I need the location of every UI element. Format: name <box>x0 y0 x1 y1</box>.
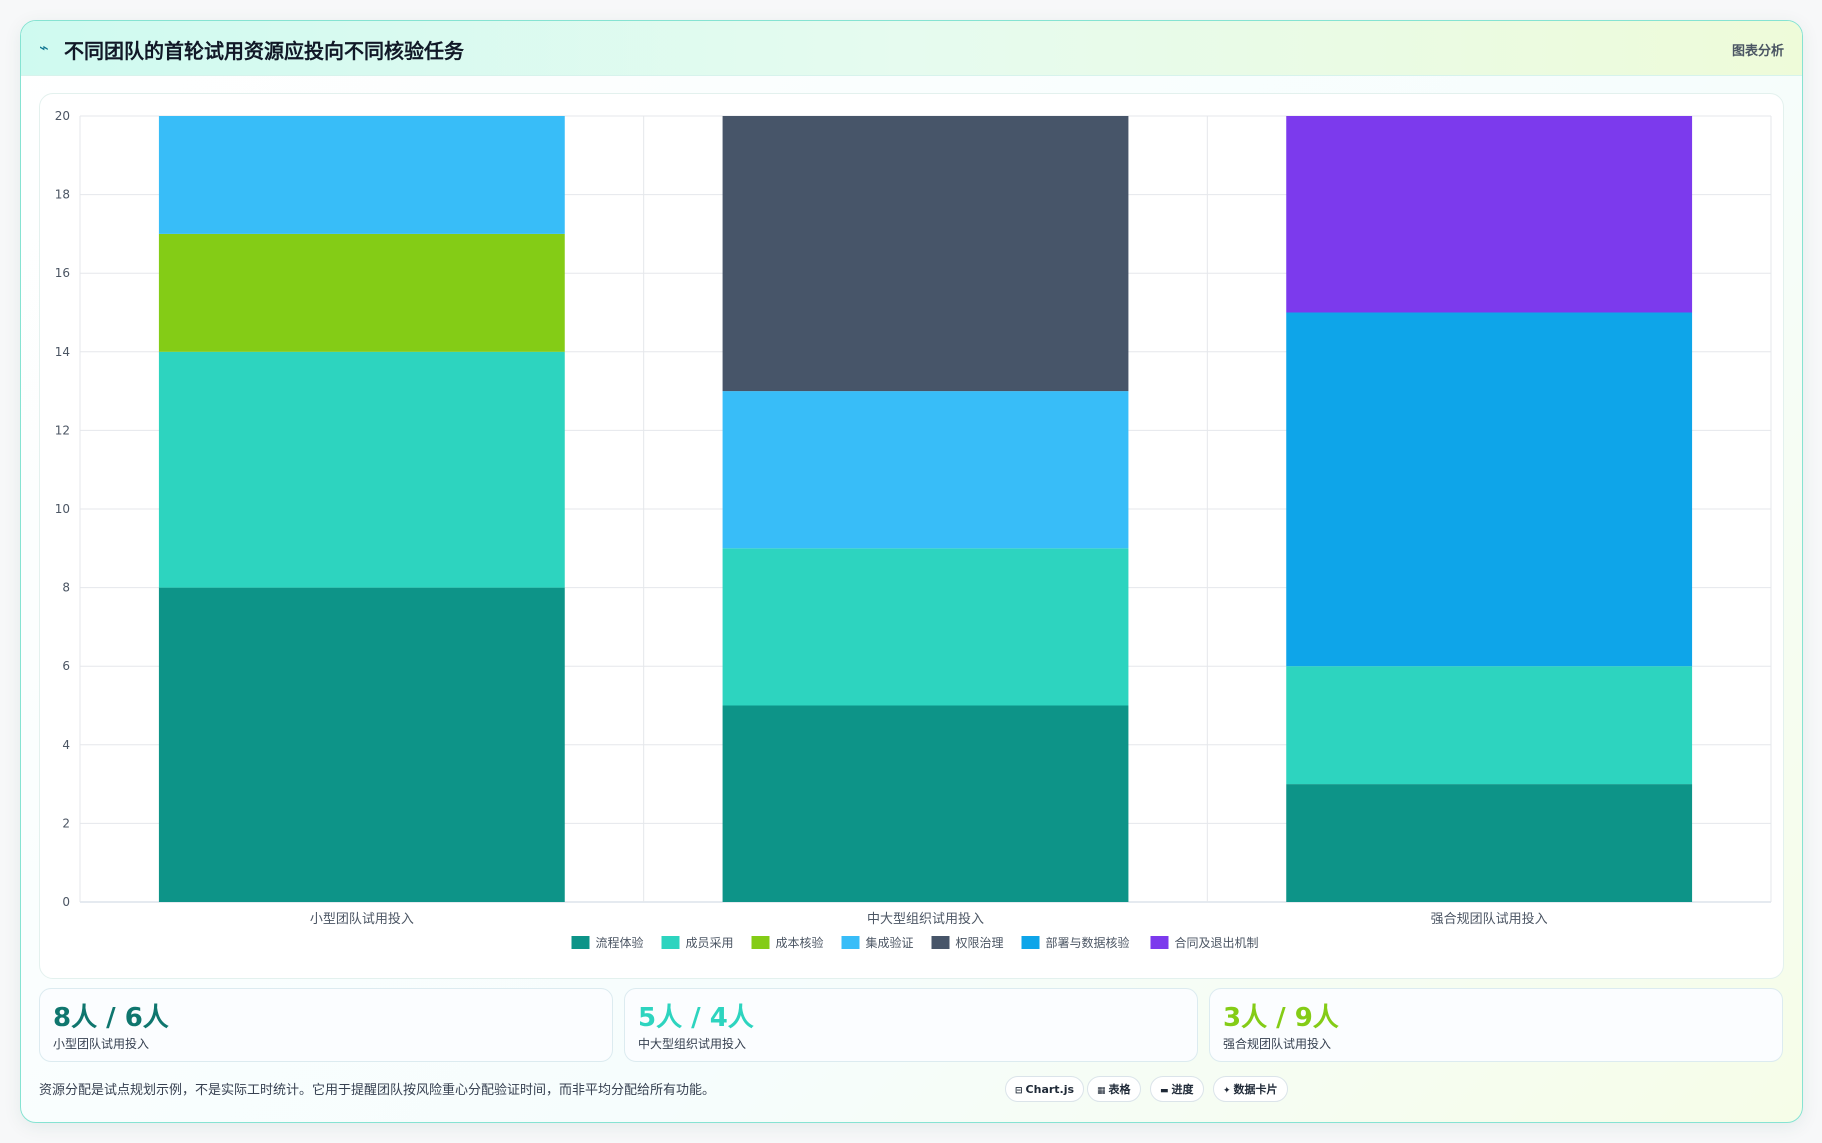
bar-segment[interactable] <box>1286 116 1693 313</box>
bar-segment[interactable] <box>722 116 1129 392</box>
chip-chartjs[interactable]: ⊟ Chart.js <box>1005 1076 1085 1102</box>
chip-label: 进度 <box>1171 1083 1194 1096</box>
stat-card-compliance-team: 3人 / 9人 强合规团队试用投入 <box>1209 988 1783 1062</box>
panel-header: ⌁ 不同团队的首轮试用资源应投向不同核验任务 图表分析 <box>21 21 1802 76</box>
x-tick-label: 小型团队试用投入 <box>310 911 414 927</box>
bars <box>158 116 1693 903</box>
legend-swatch <box>661 936 680 949</box>
legend-label[interactable]: 成本核验 <box>776 935 824 950</box>
x-tick-label: 中大型组织试用投入 <box>867 911 984 927</box>
page-title: 不同团队的首轮试用资源应投向不同核验任务 <box>64 39 464 63</box>
x-tick-label: 强合规团队试用投入 <box>1431 911 1548 927</box>
y-tick-label: 14 <box>55 345 70 359</box>
chip-table[interactable]: ▦ 表格 <box>1087 1076 1141 1102</box>
stat-value: 3人 / 9人 <box>1223 1003 1339 1033</box>
chip-data-card[interactable]: ✦ 数据卡片 <box>1213 1076 1288 1102</box>
bar-segment[interactable] <box>722 391 1129 549</box>
table-icon: ▦ <box>1097 1086 1106 1096</box>
chart-icon: ⊟ <box>1015 1086 1023 1096</box>
chip-label: Chart.js <box>1025 1083 1075 1096</box>
legend-swatch <box>841 936 860 949</box>
chart-panel: ⌁ 不同团队的首轮试用资源应投向不同核验任务 图表分析 0 2 4 6 8 10 12 14 1… <box>20 20 1803 1123</box>
bar-segment[interactable] <box>158 587 565 902</box>
y-tick-label: 20 <box>55 109 70 123</box>
stacked-bar-chart: 0 2 4 6 8 10 12 14 16 18 20 小型团队试用投入 中大型组织试用投入 强合规团队试… <box>55 109 1772 950</box>
bar-segment[interactable] <box>1286 312 1693 667</box>
y-tick-label: 12 <box>55 423 70 437</box>
y-tick-label: 8 <box>62 581 70 595</box>
bar-segment[interactable] <box>158 351 565 588</box>
y-tick-label: 10 <box>55 502 70 516</box>
legend-swatch <box>751 936 770 949</box>
progress-icon: ▬ <box>1160 1086 1169 1096</box>
bar-segment[interactable] <box>1286 666 1693 785</box>
chip-progress[interactable]: ▬ 进度 <box>1150 1076 1204 1102</box>
y-tick-label: 16 <box>55 266 70 280</box>
axes: 0 2 4 6 8 10 12 14 16 18 20 小型团队试用投入 中大型组织试用投入 强合规团队试… <box>55 109 1548 927</box>
y-tick-label: 0 <box>62 895 70 909</box>
legend: 流程体验 成员采用 成本核验 集成验证 权限治理 部署与数据核验 合同及退出机制 <box>571 935 1259 950</box>
bar-segment[interactable] <box>722 705 1129 903</box>
stat-value: 5人 / 4人 <box>638 1003 754 1033</box>
trend-icon: ⌁ <box>39 38 49 57</box>
chip-label: 表格 <box>1108 1083 1131 1096</box>
legend-label[interactable]: 成员采用 <box>686 936 734 950</box>
legend-label[interactable]: 权限治理 <box>956 936 1004 950</box>
bar-segment[interactable] <box>1286 784 1693 902</box>
legend-swatch <box>1150 936 1169 949</box>
legend-label[interactable]: 部署与数据核验 <box>1046 935 1130 950</box>
stat-label: 强合规团队试用投入 <box>1223 1037 1332 1051</box>
sparkle-icon: ✦ <box>1223 1086 1231 1096</box>
chart-analysis-button[interactable]: 图表分析 <box>1731 44 1784 59</box>
legend-swatch <box>571 936 590 949</box>
stat-label: 小型团队试用投入 <box>53 1037 150 1051</box>
stat-card-small-team: 8人 / 6人 小型团队试用投入 <box>39 988 613 1062</box>
y-tick-label: 2 <box>62 816 70 830</box>
bar-segment[interactable] <box>722 548 1129 706</box>
y-tick-label: 18 <box>55 188 70 202</box>
stat-value: 8人 / 6人 <box>53 1003 169 1033</box>
chip-label: 数据卡片 <box>1233 1083 1278 1096</box>
legend-swatch <box>1021 936 1040 949</box>
chart-card: 0 2 4 6 8 10 12 14 16 18 20 小型团队试用投入 中大型组织试用投入 强合规团队试… <box>39 93 1784 979</box>
footnote: 资源分配是试点规划示例，不是实际工时统计。它用于提醒团队按风险重心分配验证时间，… <box>39 1083 716 1098</box>
y-tick-label: 6 <box>62 659 70 673</box>
stat-label: 中大型组织试用投入 <box>638 1037 747 1051</box>
bar-segment[interactable] <box>158 116 565 234</box>
legend-label[interactable]: 流程体验 <box>596 935 644 950</box>
bar-segment[interactable] <box>158 233 565 352</box>
legend-label[interactable]: 集成验证 <box>866 935 914 950</box>
legend-swatch <box>931 936 950 949</box>
legend-label[interactable]: 合同及退出机制 <box>1175 935 1259 950</box>
stat-card-large-org: 5人 / 4人 中大型组织试用投入 <box>624 988 1198 1062</box>
y-tick-label: 4 <box>62 738 70 752</box>
